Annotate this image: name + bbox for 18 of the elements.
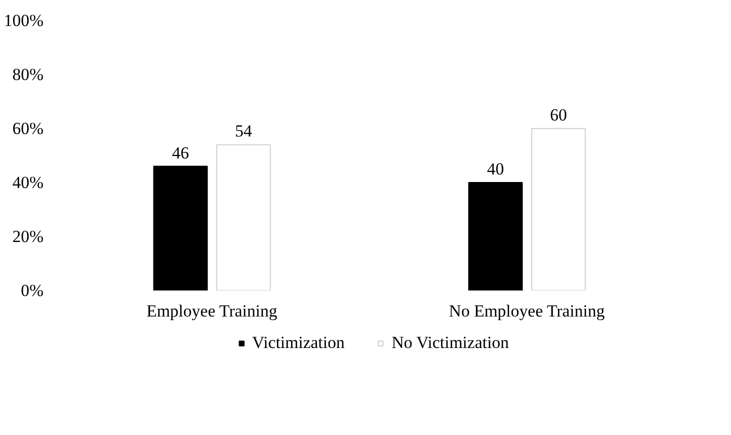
bar xyxy=(153,166,208,290)
y-tick-label: 0% xyxy=(20,281,44,300)
legend-label: Victimization xyxy=(252,333,345,353)
y-tick-label: 100% xyxy=(4,11,44,30)
y-tick-label: 20% xyxy=(12,227,44,246)
y-tick-label: 60% xyxy=(12,119,44,138)
x-tick-label: No Employee Training xyxy=(448,302,606,320)
data-label: 46 xyxy=(172,143,189,162)
bar xyxy=(468,182,523,290)
y-tick-label: 40% xyxy=(12,173,44,192)
data-label: 54 xyxy=(235,122,252,141)
data-label: 40 xyxy=(487,160,504,178)
legend-label: No Victimization xyxy=(392,333,509,353)
y-tick-label: 80% xyxy=(12,65,44,84)
bar xyxy=(531,128,586,290)
x-tick-label: Employee Training xyxy=(146,302,278,320)
data-label: 60 xyxy=(550,106,567,124)
bar xyxy=(216,144,271,290)
